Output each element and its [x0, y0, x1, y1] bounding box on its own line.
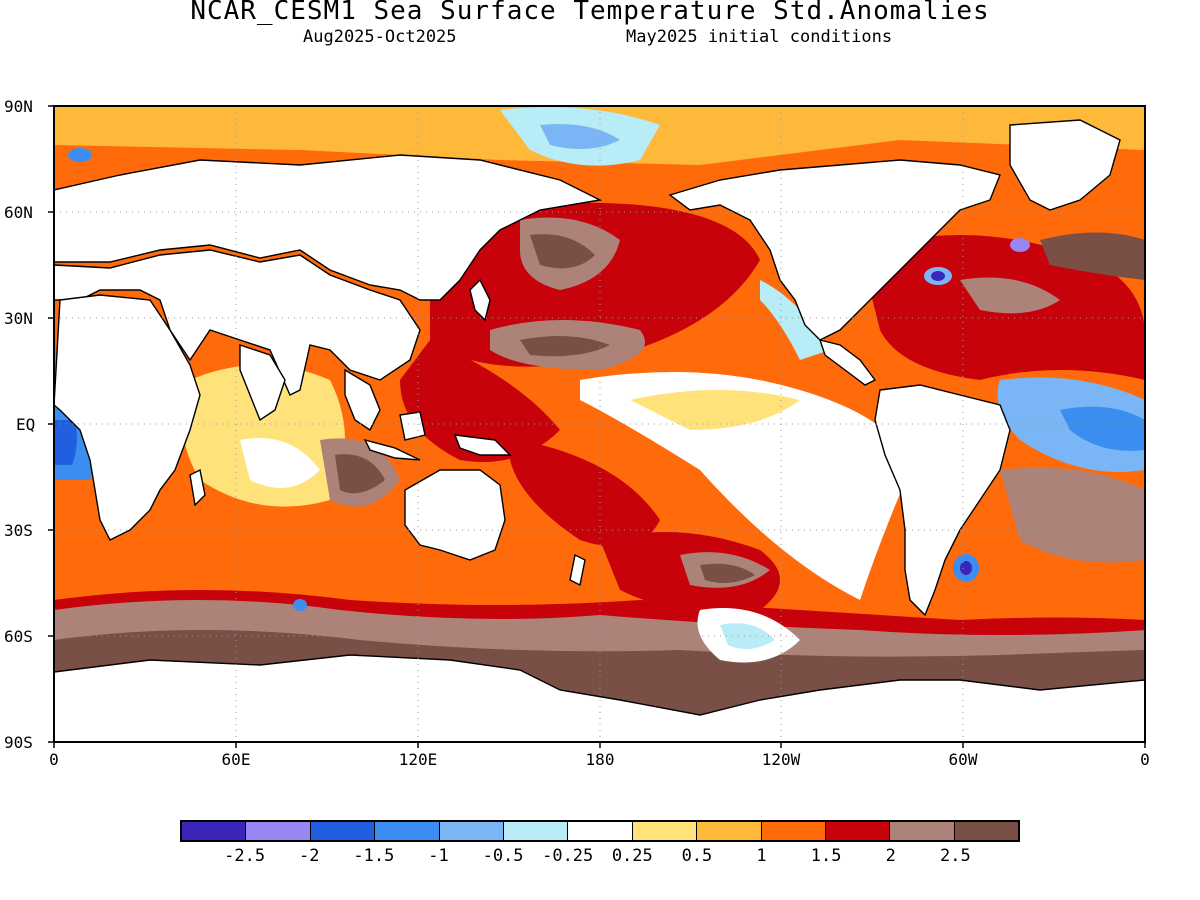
- legend-swatch: [697, 822, 762, 840]
- graticule: [54, 106, 1145, 742]
- lat-label-90s: 90S: [4, 733, 33, 752]
- central-america: [818, 339, 877, 386]
- lon-label-0: 0: [49, 750, 59, 769]
- legend-swatch: [761, 822, 826, 840]
- indonesia: [363, 438, 421, 461]
- forecast-period: Aug2025-Oct2025: [303, 27, 457, 47]
- india: [239, 344, 286, 422]
- lon-label-60w: 60W: [948, 750, 978, 769]
- legend-swatch: [954, 822, 1019, 840]
- legend-swatch: [310, 822, 376, 840]
- antarctica: [54, 654, 1145, 742]
- legend-swatch: [825, 822, 891, 840]
- legend-label: 2.5: [940, 846, 971, 866]
- madagascar: [189, 468, 206, 507]
- legend-swatch: [568, 822, 633, 840]
- legend-label: -2: [298, 846, 320, 866]
- legend-label: -0.5: [482, 846, 524, 866]
- legend-swatch: [182, 822, 247, 840]
- color-legend: [180, 820, 1020, 842]
- legend-label: 1: [756, 846, 767, 866]
- north-america: [668, 159, 1001, 341]
- legend-swatch: [890, 822, 955, 840]
- legend-swatch: [246, 822, 311, 840]
- lon-label-180: 180: [585, 750, 615, 769]
- legend-swatch: [439, 822, 504, 840]
- japan: [469, 278, 491, 322]
- lon-label-0-east: 0: [1140, 750, 1150, 769]
- new-guinea: [453, 434, 512, 456]
- southeast-asia: [344, 368, 381, 432]
- sst-anomaly-map: [48, 105, 1146, 748]
- australia: [404, 469, 506, 561]
- legend-swatch: [632, 822, 698, 840]
- chart-title: NCAR_CESM1 Sea Surface Temperature Std.A…: [190, 0, 990, 26]
- greenland: [1009, 119, 1121, 211]
- lat-label-30n: 30N: [4, 309, 33, 328]
- legend-label: -2.5: [224, 846, 266, 866]
- legend-label: -1.5: [353, 846, 395, 866]
- lat-label-60n: 60N: [4, 203, 33, 222]
- borneo: [399, 411, 426, 441]
- lat-label-90n: 90N: [4, 97, 33, 116]
- africa: [54, 294, 201, 541]
- eurasia: [54, 154, 603, 396]
- legend-label: 1.5: [810, 846, 842, 866]
- legend-label: 0.25: [611, 846, 653, 866]
- lat-label-30s: 30S: [4, 521, 33, 540]
- south-america: [874, 384, 1011, 617]
- legend-label: 2: [885, 846, 896, 866]
- continents: [54, 119, 1145, 742]
- initial-conditions: May2025 initial conditions: [626, 27, 893, 47]
- axis-ticks: [48, 105, 1146, 748]
- legend-label: 0.5: [681, 846, 713, 866]
- legend-label: -0.25: [542, 846, 594, 866]
- lat-label-eq: EQ: [16, 415, 36, 434]
- legend-swatch: [503, 822, 569, 840]
- lat-label-60s: 60S: [4, 627, 33, 646]
- legend-label: -1: [428, 846, 449, 866]
- legend-swatch: [375, 822, 440, 840]
- new-zealand: [569, 553, 586, 587]
- lon-label-60e: 60E: [221, 750, 251, 769]
- lon-label-120e: 120E: [398, 750, 438, 769]
- lon-label-120w: 120W: [761, 750, 801, 769]
